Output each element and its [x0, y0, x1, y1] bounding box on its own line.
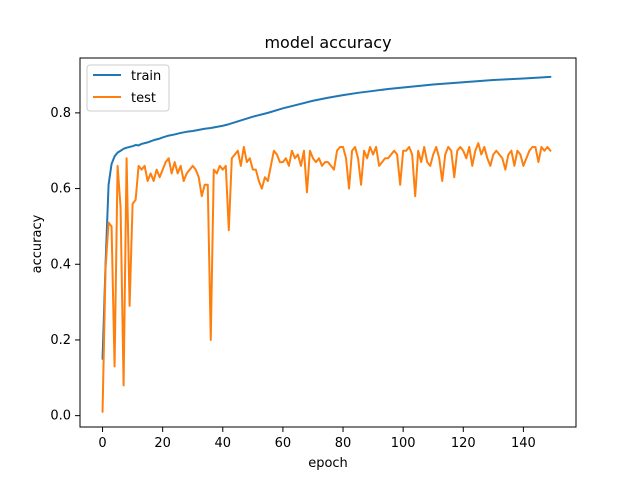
x-axis-label: epoch: [308, 456, 348, 471]
series-line-train: [101, 75, 552, 360]
y-tick-label: 0.2: [50, 333, 71, 348]
x-tick-label: 100: [391, 436, 416, 451]
legend-box: [86, 64, 170, 112]
legend: train test: [86, 64, 170, 112]
x-tick-label: 20: [154, 436, 171, 451]
x-tick-label: 0: [98, 436, 106, 451]
y-tick-label: 0.8: [50, 106, 71, 121]
legend-label-test: test: [131, 91, 156, 106]
x-tick-label: 40: [215, 436, 232, 451]
plot-area: [101, 75, 552, 413]
x-tick-label: 60: [275, 436, 292, 451]
y-tick-label: 0.4: [50, 257, 71, 272]
y-tick-label: 0.6: [50, 182, 71, 197]
legend-label-train: train: [131, 69, 161, 84]
series-line-test: [101, 142, 552, 413]
x-tick-label: 140: [511, 436, 536, 451]
axes-layer: 0 20 40 60 80 100 120 140 0.0 0.2 0.4 0.6 0.8: [50, 57, 577, 451]
plot-frame: [79, 57, 577, 428]
x-tick-label: 120: [451, 436, 476, 451]
x-tick-label: 80: [335, 436, 352, 451]
y-axis-label: accuracy: [30, 214, 45, 273]
y-tick-label: 0.0: [50, 409, 71, 424]
chart-title: model accuracy: [264, 33, 391, 52]
